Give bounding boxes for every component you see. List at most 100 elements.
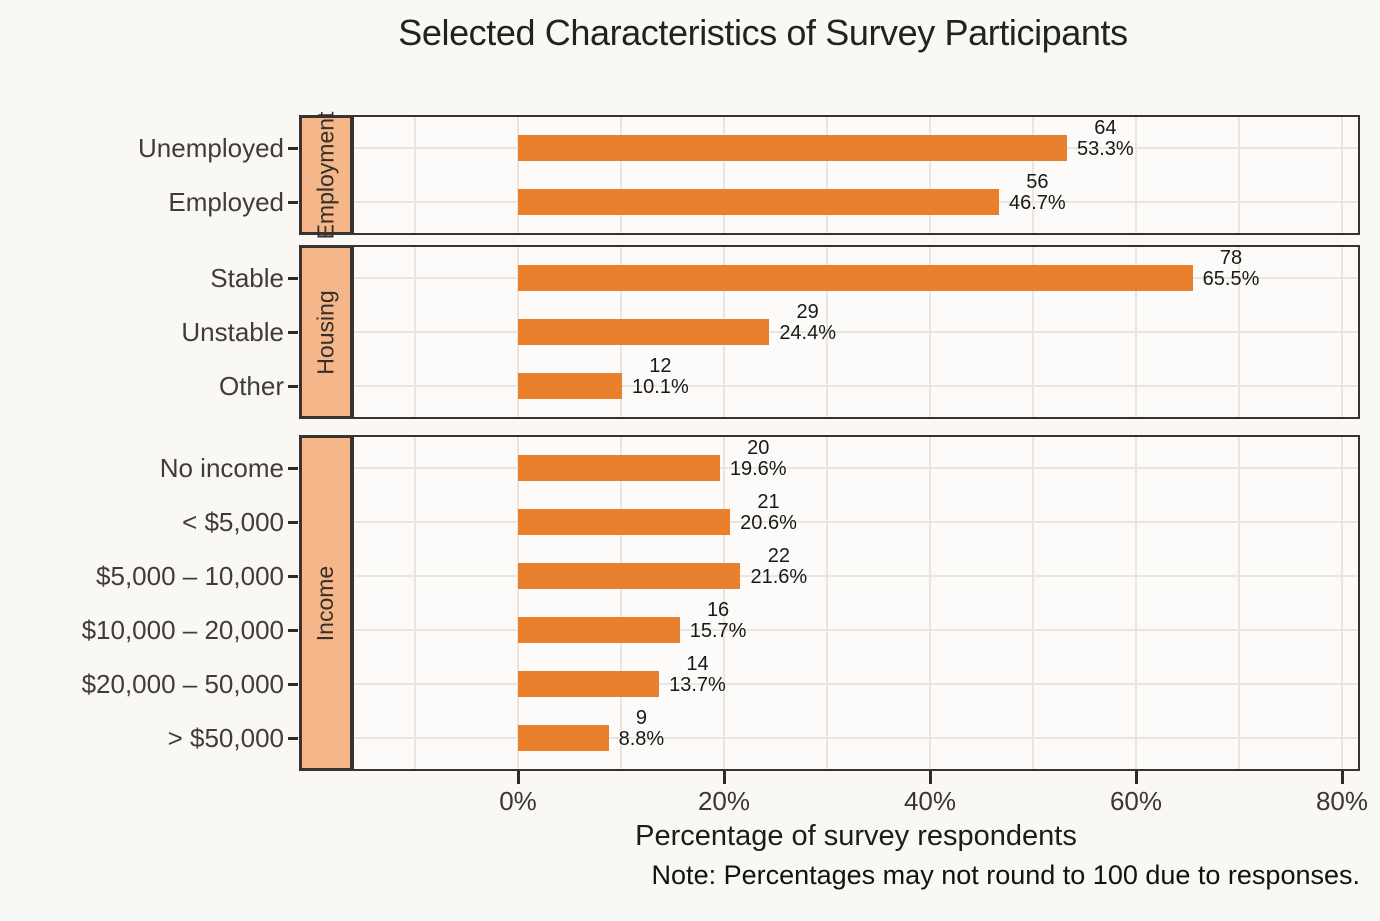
x-axis-tick-label: 0%: [499, 786, 537, 816]
bar-count-label: 20: [747, 437, 770, 459]
horizontal-gridline: [354, 575, 1358, 577]
bar-value-label-10-000-20-000: 16 15.7%: [690, 600, 747, 642]
bar-value-label-20-000-50-000: 14 13.7%: [669, 654, 726, 696]
bar-50-000: [518, 725, 609, 751]
y-axis-label-unstable: Unstable: [181, 317, 284, 347]
x-axis-tick: [929, 771, 932, 784]
y-axis-tick: [288, 147, 298, 150]
x-axis-tick-label: 80%: [1315, 786, 1369, 816]
vertical-gridline: [723, 117, 725, 233]
x-axis-title: Percentage of survey respondents: [635, 820, 1077, 852]
vertical-gridline: [1135, 117, 1137, 233]
bar-value-label-unstable: 29 24.4%: [779, 302, 836, 344]
facet-strip-label-housing: Housing: [312, 289, 339, 375]
y-axis-label-employed: Employed: [168, 187, 284, 217]
bar-value-label-unemployed: 64 53.3%: [1077, 118, 1134, 160]
vertical-gridline: [620, 437, 622, 769]
vertical-gridline: [723, 437, 725, 769]
vertical-gridline: [929, 117, 931, 233]
x-axis-tick: [1341, 771, 1344, 784]
bar-value-label-employed: 56 46.7%: [1009, 172, 1066, 214]
bar-count-label: 64: [1094, 117, 1117, 139]
bar-value-label-50-000: 9 8.8%: [619, 708, 665, 750]
x-axis-tick: [723, 771, 726, 784]
y-axis-tick: [288, 385, 298, 388]
vertical-gridline: [517, 437, 519, 769]
bar-count-label: 21: [757, 491, 780, 513]
vertical-gridline: [1032, 437, 1034, 769]
bar-20-000-50-000: [518, 671, 660, 697]
vertical-gridline: [414, 117, 416, 233]
bar-value-label-stable: 78 65.5%: [1203, 248, 1260, 290]
bar-unstable: [518, 319, 770, 345]
vertical-gridline: [826, 117, 828, 233]
facet-panel-housing: 78 65.5% 29 24.4% 12 10.1%: [352, 245, 1360, 419]
bar-employed: [518, 189, 999, 215]
bar-5-000-10-000: [518, 563, 741, 589]
bar-pct-label: 19.6%: [729, 458, 787, 480]
y-axis-label-5-000-10-000: $5,000 – 10,000: [96, 561, 284, 591]
bar-stable: [518, 265, 1193, 291]
facet-strip-label-income: Income: [312, 565, 339, 641]
bar-no-income: [518, 455, 720, 481]
y-axis-tick: [288, 683, 298, 686]
y-axis-tick: [288, 277, 298, 280]
y-axis-label-other: Other: [218, 371, 284, 401]
vertical-gridline: [929, 437, 931, 769]
y-axis-label-stable: Stable: [210, 263, 284, 293]
facet-strip-label-employment: Employment: [312, 111, 339, 239]
bar-count-label: 78: [1219, 247, 1243, 269]
bar-pct-label: 46.7%: [1009, 192, 1066, 214]
horizontal-gridline: [354, 737, 1358, 739]
facet-panel-income: 20 19.6% 21 20.6% 22 21.6% 16 15.7% 14 13.7% 9 8.8%: [352, 435, 1360, 771]
vertical-gridline: [1238, 117, 1240, 233]
bar-pct-label: 15.7%: [689, 620, 747, 642]
y-axis-label-50-000: > $50,000: [167, 723, 284, 753]
y-axis-tick: [288, 521, 298, 524]
bar-count-label: 29: [796, 301, 819, 323]
facet-strip-employment: Employment: [299, 111, 353, 239]
horizontal-gridline: [354, 385, 1358, 387]
x-axis-tick-label: 20%: [697, 786, 751, 816]
bar-value-label-5-000: 21 20.6%: [740, 492, 797, 534]
y-axis-tick: [288, 737, 298, 740]
y-axis-label-20-000-50-000: $20,000 – 50,000: [81, 669, 284, 699]
bar-10-000-20-000: [518, 617, 680, 643]
footnote: Note: Percentages may not round to 100 d…: [651, 860, 1360, 890]
bar-pct-label: 8.8%: [618, 728, 665, 750]
facet-strip-housing: Housing: [299, 245, 353, 419]
bar-value-label-no-income: 20 19.6%: [730, 438, 787, 480]
y-axis-label-10-000-20-000: $10,000 – 20,000: [81, 615, 284, 645]
bar-pct-label: 21.6%: [750, 566, 808, 588]
horizontal-gridline: [354, 629, 1358, 631]
bar-other: [518, 373, 623, 399]
y-axis-tick: [288, 575, 298, 578]
bar-unemployed: [518, 135, 1067, 161]
vertical-gridline: [826, 437, 828, 769]
y-axis-tick: [288, 331, 298, 334]
facet-panel-employment: 64 53.3% 56 46.7%: [352, 115, 1360, 235]
bar-pct-label: 13.7%: [669, 674, 726, 696]
x-axis-tick: [517, 771, 520, 784]
x-axis-tick-label: 60%: [1109, 786, 1163, 816]
x-axis-tick-label: 40%: [903, 786, 957, 816]
bar-count-label: 9: [635, 707, 647, 729]
y-axis-tick: [288, 201, 298, 204]
horizontal-gridline: [354, 331, 1358, 333]
facet-strip-income: Income: [299, 435, 353, 771]
bar-pct-label: 65.5%: [1202, 268, 1260, 290]
y-axis-tick: [288, 467, 298, 470]
vertical-gridline: [620, 117, 622, 233]
bar-pct-label: 24.4%: [779, 322, 837, 344]
bar-5-000: [518, 509, 731, 535]
vertical-gridline: [1238, 437, 1240, 769]
bar-count-label: 22: [767, 545, 790, 567]
vertical-gridline: [1135, 437, 1137, 769]
vertical-gridline: [1032, 117, 1034, 233]
bar-pct-label: 20.6%: [740, 512, 797, 534]
horizontal-gridline: [354, 683, 1358, 685]
bar-pct-label: 53.3%: [1076, 138, 1134, 160]
bar-count-label: 56: [1026, 171, 1049, 193]
